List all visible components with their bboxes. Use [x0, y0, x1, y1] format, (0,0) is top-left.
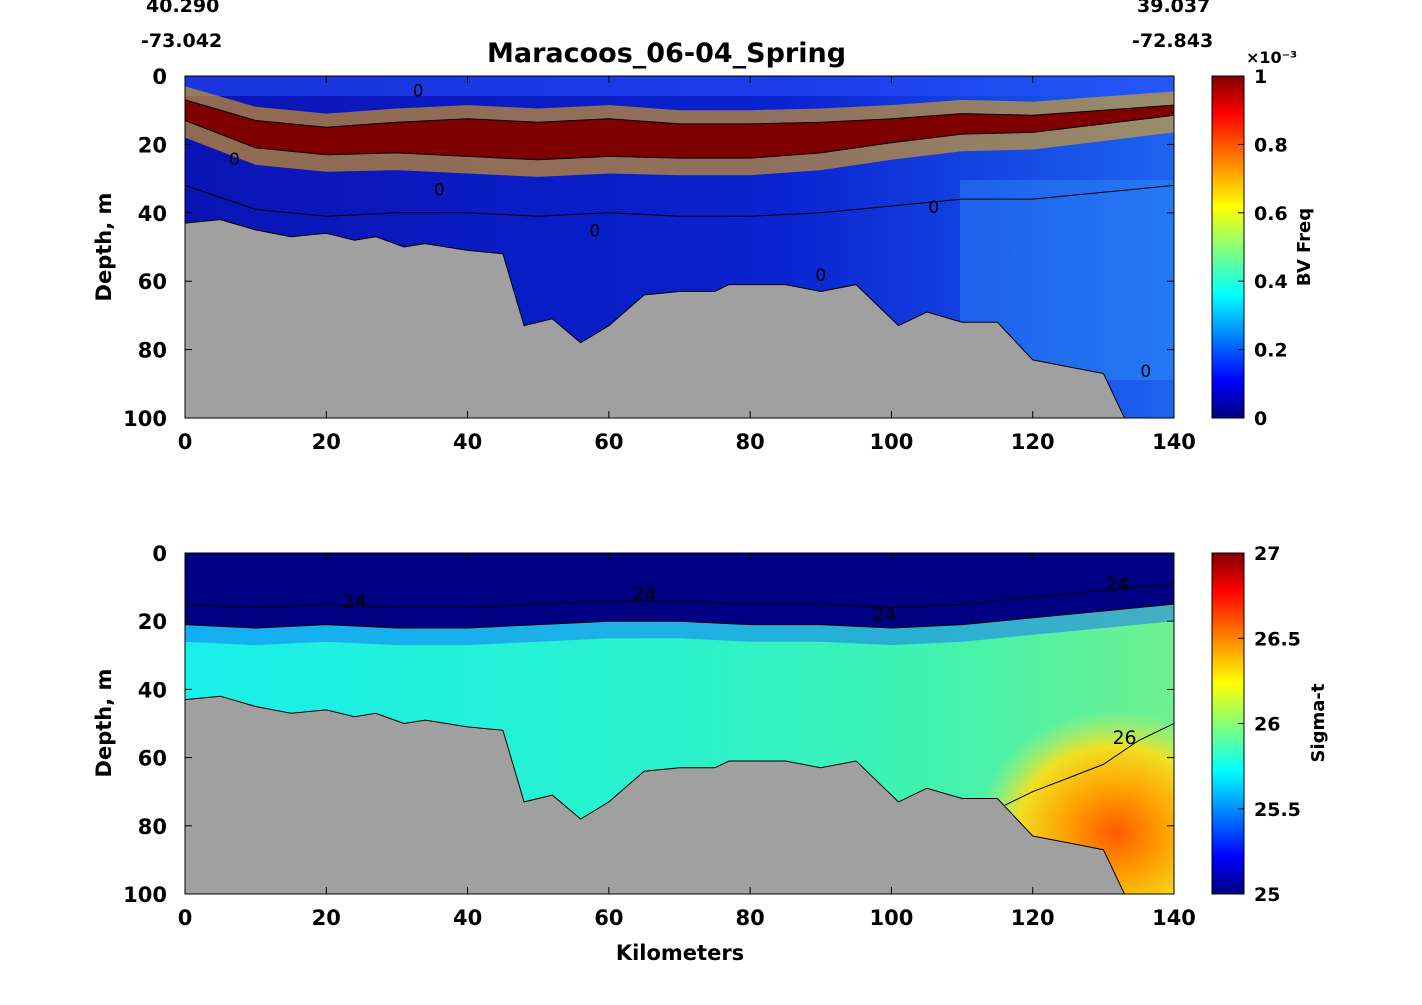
sigma-t-colorbar [1211, 552, 1245, 895]
end-latitude: 39.037 [1137, 0, 1211, 17]
x-tick-label: 100 [870, 430, 914, 454]
colorbar-tick-label: 0.6 [1254, 203, 1288, 225]
bv-freq-colorbar [1211, 75, 1245, 419]
colorbar-tick-label: 25.5 [1254, 799, 1301, 821]
colorbar-tick-label: 26.5 [1254, 628, 1301, 650]
bv-freq-contour-line [185, 114, 1174, 161]
colorbar-tick-label: 1 [1254, 66, 1267, 88]
sigma-t-axes-frame [184, 552, 1175, 895]
bv-freq-contour-label: 0 [928, 198, 939, 218]
x-tick-label: 20 [312, 430, 341, 454]
sigma-t-contour-label: 26 [1112, 727, 1136, 749]
sigma-t-xlabel: Kilometers [616, 941, 744, 965]
bv-freq-contour-label: 0 [815, 266, 826, 286]
x-tick-label: 60 [594, 906, 623, 930]
y-tick-label: 40 [138, 202, 167, 226]
x-tick-label: 80 [736, 430, 765, 454]
colorbar-tick-label: 0.8 [1254, 134, 1288, 156]
sigma-t-panel: 24 24 24 24 26 [185, 553, 1174, 894]
bv-freq-contour-labels: 0 0 0 0 0 0 0 [229, 82, 1151, 382]
sigma-t-upper-layer-shape [185, 553, 1174, 628]
x-tick-label: 0 [178, 430, 193, 454]
bv-freq-contour-label: 0 [434, 181, 445, 201]
bv-freq-contour-label: 0 [589, 222, 600, 242]
colorbar-tick-label: 25 [1254, 884, 1280, 906]
x-tick-label: 140 [1152, 430, 1196, 454]
y-tick-label: 80 [138, 815, 167, 839]
colorbar-tick-label: 0.4 [1254, 271, 1288, 293]
y-tick-label: 20 [138, 610, 167, 634]
x-tick-label: 20 [312, 906, 341, 930]
sigma-t-contour-label: 24 [1105, 574, 1129, 596]
colorbar-tick-label: 27 [1254, 543, 1280, 565]
sigma-t-contour-label: 24 [342, 591, 366, 613]
x-tick-label: 120 [1011, 906, 1055, 930]
colorbar-tick-label: 0.2 [1254, 340, 1288, 362]
x-tick-label: 100 [870, 906, 914, 930]
start-latitude: 40.290 [146, 0, 220, 17]
sigma-t-ylabel: Depth, m [92, 669, 116, 778]
start-longitude: -73.042 [141, 30, 223, 52]
seafloor-top [185, 219, 1125, 418]
y-tick-label: 100 [123, 407, 167, 431]
sigma-t-colorbar-ticks: 25 25.5 26 26.5 27 [1238, 543, 1301, 906]
colorbar-tick-label: 0 [1254, 408, 1267, 430]
x-tick-label: 140 [1152, 906, 1196, 930]
bv-freq-axes-frame [184, 75, 1175, 419]
sigma-t-isopycnal-24-lower [185, 603, 1174, 629]
bv-freq-colorbar-ticks: 0 0.2 0.4 0.6 0.8 1 [1238, 66, 1288, 430]
y-tick-label: 60 [138, 270, 167, 294]
bv-freq-contour-label: 0 [229, 150, 240, 170]
bv-freq-colorbar-label: BV Freq [1294, 208, 1315, 286]
bv-freq-colorbar-multiplier: ×10⁻³ [1246, 48, 1297, 67]
sigma-t-isopycnal-24 [185, 583, 1174, 609]
bv-freq-ylabel: Depth, m [92, 193, 116, 302]
y-tick-label: 80 [138, 339, 167, 363]
bv-freq-contour-label: 0 [1140, 362, 1151, 382]
y-tick-label: 100 [123, 883, 167, 907]
seafloor-bottom [185, 695, 1125, 894]
y-tick-label: 0 [152, 542, 167, 566]
end-longitude: -72.843 [1132, 30, 1214, 52]
chart-title: Maracoos_06-04_Spring [487, 38, 847, 69]
x-tick-label: 0 [178, 906, 193, 930]
sigma-t-contour-label: 24 [872, 604, 896, 626]
sigma-t-isopycnal-26 [997, 723, 1174, 810]
x-tick-label: 40 [453, 430, 482, 454]
bv-freq-contour-label: 0 [413, 82, 424, 102]
bv-freq-high-band [185, 99, 1174, 160]
x-tick-label: 40 [453, 906, 482, 930]
bv-freq-surface-glow [185, 76, 1174, 96]
x-tick-label: 60 [594, 430, 623, 454]
bv-freq-contour-line [185, 184, 1174, 217]
bv-freq-axes: 0 20 40 60 80 100 120 140 0 20 40 60 80 100 [123, 65, 1196, 454]
bv-freq-panel: 0 0 0 0 0 0 0 [185, 76, 1174, 418]
sigma-t-transition [185, 604, 1174, 646]
y-tick-label: 20 [138, 133, 167, 157]
y-tick-label: 0 [152, 65, 167, 89]
sigma-t-axes: 0 20 40 60 80 100 120 140 0 20 40 60 80 100 [123, 542, 1196, 930]
sigma-t-contour-label: 24 [632, 584, 656, 606]
sigma-t-contour-labels: 24 24 24 24 26 [342, 574, 1136, 749]
x-tick-label: 80 [736, 906, 765, 930]
colorbar-tick-label: 26 [1254, 714, 1280, 736]
y-tick-label: 40 [138, 678, 167, 702]
sigma-t-colorbar-label: Sigma-t [1308, 683, 1329, 762]
bv-freq-contour-line [185, 99, 1174, 128]
y-tick-label: 60 [138, 747, 167, 771]
x-tick-label: 120 [1011, 430, 1055, 454]
